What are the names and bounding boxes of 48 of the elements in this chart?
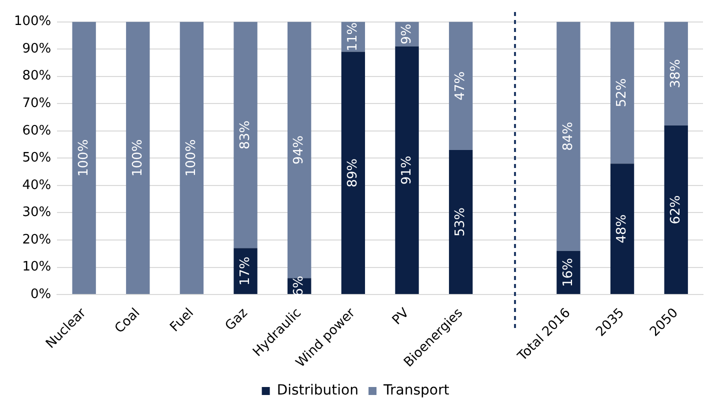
data-label: 62% <box>668 195 684 224</box>
data-label: 17% <box>238 256 253 286</box>
bar <box>72 22 96 294</box>
y-tick-label: 60% <box>22 123 52 138</box>
data-label: 100% <box>76 139 92 176</box>
data-label: 100% <box>130 139 146 176</box>
y-tick-label: 50% <box>22 150 52 166</box>
y-tick-label: 20% <box>22 232 52 248</box>
y-tick-label: 30% <box>22 205 52 220</box>
bar <box>126 22 150 294</box>
y-tick-label: 70% <box>22 96 52 111</box>
data-label: 84% <box>560 122 576 151</box>
y-tick-label: 0% <box>30 286 52 302</box>
x-tick-label: Gaz <box>222 306 251 334</box>
bar <box>234 248 258 294</box>
data-label: 94% <box>292 136 307 164</box>
bar <box>448 150 473 294</box>
bar <box>664 22 688 126</box>
data-label: 6% <box>292 276 307 296</box>
y-tick-label: 40% <box>22 178 52 193</box>
y-tick-label: 80% <box>22 68 52 84</box>
data-label: 52% <box>614 78 630 108</box>
data-label: 83% <box>238 120 253 150</box>
bar <box>448 22 473 150</box>
data-label: 48% <box>614 214 630 244</box>
y-tick-label: 10% <box>22 260 52 275</box>
bar <box>556 22 580 251</box>
data-label: 53% <box>453 208 468 236</box>
legend-label: Transport <box>382 382 450 399</box>
data-label: 11% <box>346 22 361 52</box>
bar <box>288 22 312 278</box>
data-label: 91% <box>399 156 414 185</box>
data-label: 38% <box>668 59 684 88</box>
data-label: 100% <box>184 139 200 176</box>
data-label: 47% <box>453 71 468 100</box>
bar <box>610 164 634 294</box>
legend-label: Distribution <box>276 382 359 399</box>
data-label: 16% <box>560 258 576 287</box>
bar <box>664 125 688 294</box>
bar <box>341 52 366 294</box>
y-tick-label: 100% <box>14 14 52 30</box>
bar <box>610 22 634 164</box>
data-label: 89% <box>346 158 361 188</box>
bar <box>234 22 258 248</box>
bar <box>180 22 204 294</box>
bar <box>395 46 419 294</box>
y-tick-label: 90% <box>22 41 52 56</box>
data-label: 9% <box>399 24 414 44</box>
